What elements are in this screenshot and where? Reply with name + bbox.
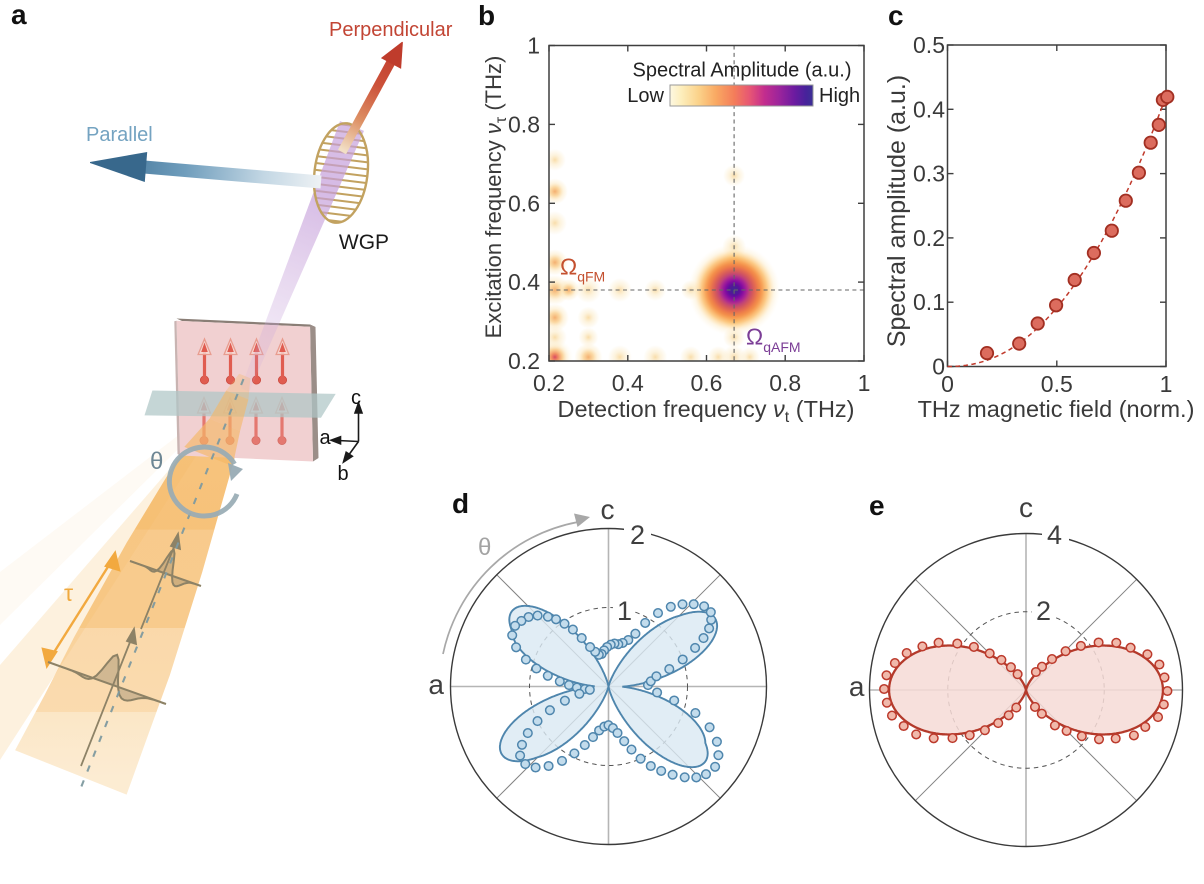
svg-text:a: a	[849, 671, 865, 702]
svg-text:2: 2	[630, 520, 645, 550]
svg-text:1: 1	[527, 33, 540, 59]
svg-text:1: 1	[858, 370, 871, 396]
svg-text:WGP: WGP	[339, 231, 389, 254]
svg-text:THz magnetic field (norm.): THz magnetic field (norm.)	[918, 396, 1195, 422]
svg-text:0.8: 0.8	[769, 370, 801, 396]
svg-text:0.3: 0.3	[913, 161, 945, 187]
svg-text:Detection frequency νt (THz): Detection frequency νt (THz)	[557, 396, 854, 426]
svg-text:b: b	[337, 463, 348, 485]
svg-text:1: 1	[1160, 371, 1173, 397]
svg-text:0.2: 0.2	[533, 370, 565, 396]
svg-text:0.4: 0.4	[913, 96, 945, 122]
svg-text:e: e	[869, 490, 885, 521]
svg-text:d: d	[452, 488, 469, 519]
svg-text:0.8: 0.8	[508, 111, 540, 137]
svg-text:c: c	[601, 494, 615, 525]
svg-text:0.1: 0.1	[913, 289, 945, 315]
svg-text:0.4: 0.4	[612, 370, 644, 396]
svg-text:a: a	[319, 427, 331, 449]
svg-text:θ: θ	[478, 534, 491, 561]
svg-text:4: 4	[1047, 520, 1062, 550]
svg-text:Low: Low	[627, 85, 664, 107]
svg-text:b: b	[478, 0, 495, 31]
svg-text:0: 0	[941, 371, 954, 397]
svg-text:c: c	[1019, 492, 1033, 523]
svg-text:2: 2	[1036, 596, 1051, 626]
svg-text:a: a	[11, 0, 27, 30]
svg-text:High: High	[819, 85, 860, 107]
svg-text:Spectral amplitude (a.u.): Spectral amplitude (a.u.)	[883, 75, 911, 347]
svg-text:τ: τ	[64, 580, 73, 606]
svg-text:Parallel: Parallel	[86, 124, 153, 146]
svg-text:0.6: 0.6	[508, 190, 540, 216]
svg-text:θ: θ	[150, 448, 163, 475]
svg-text:0.6: 0.6	[691, 370, 723, 396]
svg-text:Spectral Amplitude (a.u.): Spectral Amplitude (a.u.)	[633, 60, 852, 82]
svg-text:a: a	[428, 669, 444, 700]
svg-text:0.4: 0.4	[508, 269, 540, 295]
svg-text:c: c	[888, 0, 904, 31]
svg-text:c: c	[351, 387, 361, 409]
svg-text:0.5: 0.5	[913, 32, 945, 58]
svg-text:0.5: 0.5	[1041, 371, 1073, 397]
svg-text:0: 0	[932, 354, 945, 380]
svg-text:Perpendicular: Perpendicular	[329, 19, 453, 41]
svg-text:1: 1	[617, 596, 632, 626]
svg-text:0.2: 0.2	[913, 225, 945, 251]
svg-text:0.2: 0.2	[508, 348, 540, 374]
svg-text:Excitation frequency ντ (THz): Excitation frequency ντ (THz)	[481, 56, 510, 339]
